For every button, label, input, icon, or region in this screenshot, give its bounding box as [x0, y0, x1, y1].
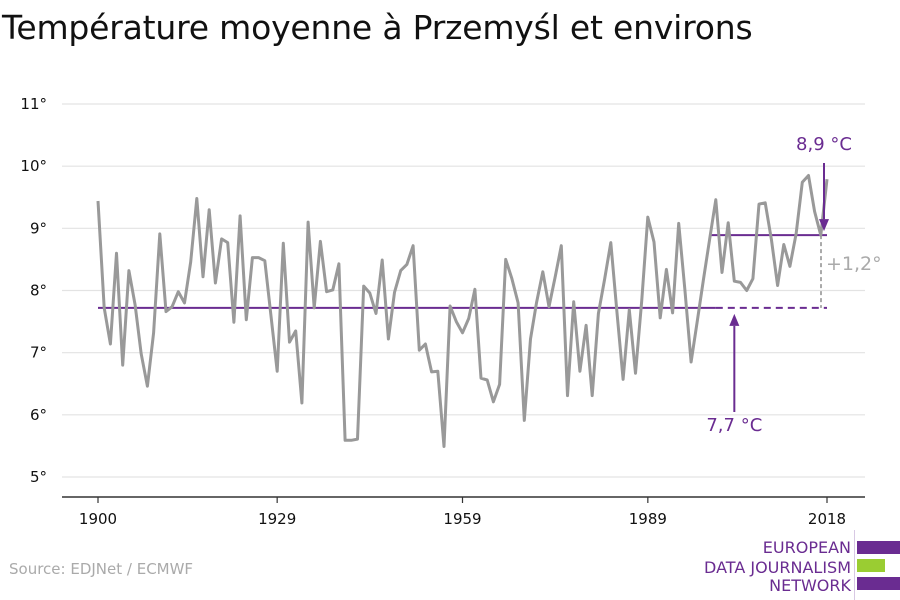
x-axis: 1900 1929 1959 1989 2018	[62, 496, 865, 528]
logo-bar-green	[857, 559, 885, 572]
series-lines	[96, 174, 829, 448]
edjnet-logo: EUROPEAN DATA JOURNALISM NETWORK	[700, 530, 900, 600]
baseline-label: 7,7 °C	[706, 415, 762, 436]
logo-bar-purple-1	[857, 541, 900, 554]
logo-divider	[854, 530, 855, 600]
arrowhead-icon	[729, 313, 740, 326]
x-tick-label: 1959	[443, 510, 481, 528]
logo-bar-purple-2	[857, 577, 900, 590]
y-tick-label: 8°	[30, 282, 47, 300]
logo-line-1: EUROPEAN	[762, 538, 851, 557]
y-tick-label: 7°	[30, 344, 47, 362]
y-tick-label: 10°	[20, 157, 47, 175]
series-line	[96, 174, 829, 448]
logo-line-2: DATA JOURNALISM	[704, 558, 851, 577]
x-tick-label: 1929	[258, 510, 296, 528]
reference-lines	[98, 234, 827, 309]
grid-lines	[62, 103, 865, 478]
difference-label: +1,2°	[826, 253, 882, 275]
x-tick-label: 2018	[808, 510, 846, 528]
arrowhead-icon	[819, 219, 829, 232]
logo-line-3: NETWORK	[769, 576, 851, 595]
y-tick-label: 6°	[30, 406, 47, 424]
source-note: Source: EDJNet / ECMWF	[9, 560, 194, 578]
chart-title: Température moyenne à Przemyśl et enviro…	[2, 8, 753, 47]
y-tick-label: 5°	[30, 468, 47, 486]
recent-label: 8,9 °C	[796, 134, 852, 155]
y-tick-label: 11°	[20, 95, 47, 113]
x-tick-label: 1900	[79, 510, 117, 528]
y-tick-label: 9°	[30, 219, 47, 237]
y-axis: 5° 6° 7° 8° 9° 10° 11°	[20, 95, 47, 486]
x-tick-label: 1989	[629, 510, 667, 528]
annotations: 7,7 °C 8,9 °C +1,2°	[706, 134, 881, 436]
